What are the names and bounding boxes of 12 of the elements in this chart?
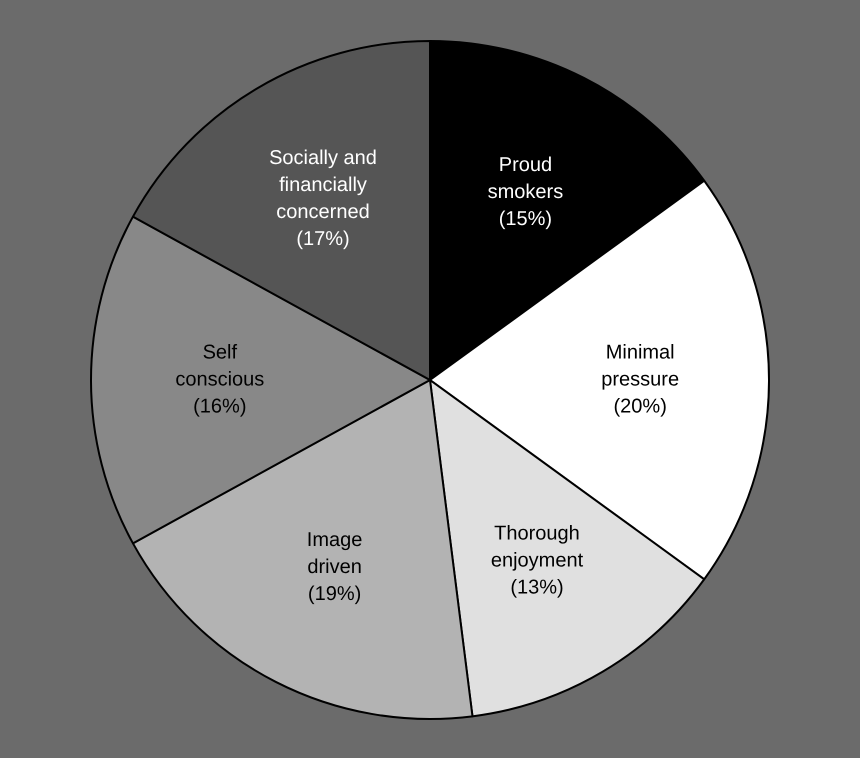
data-label: (13%) [510, 576, 564, 598]
slice-label: Minimal pressure [601, 342, 680, 391]
slice-label: Thorough enjoyment [490, 522, 584, 572]
data-label: (19%) [308, 582, 362, 605]
data-label: (17%) [296, 228, 350, 250]
slice-label: Image driven [306, 528, 362, 578]
data-label: (15%) [498, 208, 552, 230]
slice-label: Proud smokers [488, 154, 564, 204]
slice-label: Socially and financially concerned [269, 147, 377, 224]
data-label: (16%) [193, 396, 246, 418]
slice-label: Self conscious [175, 342, 264, 391]
data-label: (20%) [614, 396, 667, 418]
